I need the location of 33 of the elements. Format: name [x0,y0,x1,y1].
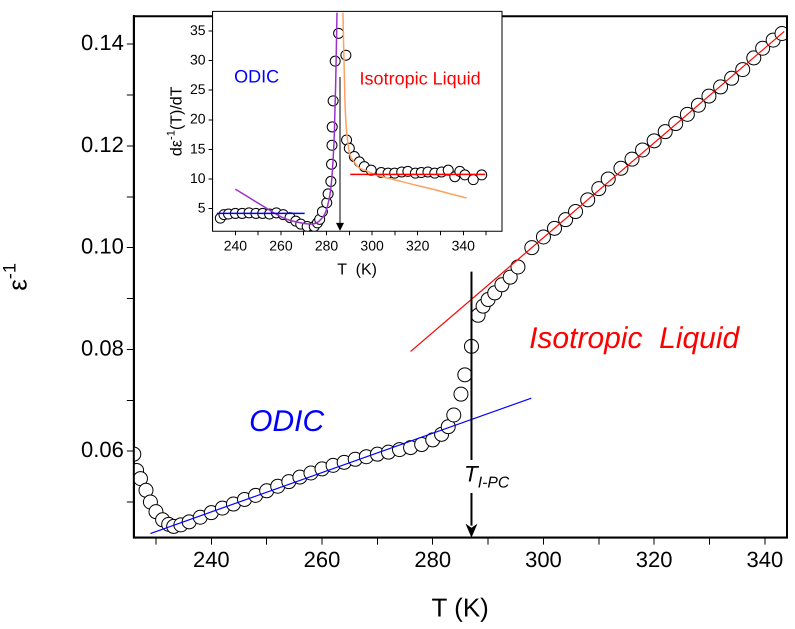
y-tick-label: 0.14 [80,30,124,56]
x-tick-label: 240 [192,546,230,572]
x-tick-label: 240 [224,237,248,254]
y-axis-title: dε-1(T)/dT [165,86,186,156]
y-tick-label: 35 [190,22,206,38]
x-tick-label: 260 [304,546,340,572]
y-tick-label: 20 [190,110,206,127]
y-axis-title: ε-1 [0,263,33,291]
y-tick-label: 0.06 [80,437,124,462]
y-tick-label: 15 [190,140,206,156]
x-tick-label: 300 [360,237,384,254]
y-tick-label: 5 [198,200,206,216]
x-tick-label: 260 [269,237,293,254]
x-tick-label: 340 [452,237,476,254]
x-tick-label: 340 [746,546,784,572]
x-axis-title: T (K) [337,261,377,278]
y-tick-label: 0.08 [80,335,124,360]
x-tick-label: 320 [636,546,673,572]
x-tick-label: 280 [414,546,452,572]
x-axis-title: T (K) [432,592,489,623]
y-tick-label: 0.10 [80,234,124,259]
x-tick-label: 280 [314,237,338,254]
x-tick-label: 300 [525,546,562,572]
annotation: ODIC [234,66,280,86]
y-tick-label: 25 [190,81,206,98]
annotation: Isotropic Liquid [529,322,741,355]
annotation: ODIC [249,405,324,438]
y-tick-label: 0.12 [80,132,124,157]
x-tick-label: 320 [406,237,430,254]
y-tick-label: 10 [190,170,206,186]
y-tick-label: 30 [190,51,206,68]
point [468,174,479,186]
annotation: Isotropic Liquid [360,68,481,89]
